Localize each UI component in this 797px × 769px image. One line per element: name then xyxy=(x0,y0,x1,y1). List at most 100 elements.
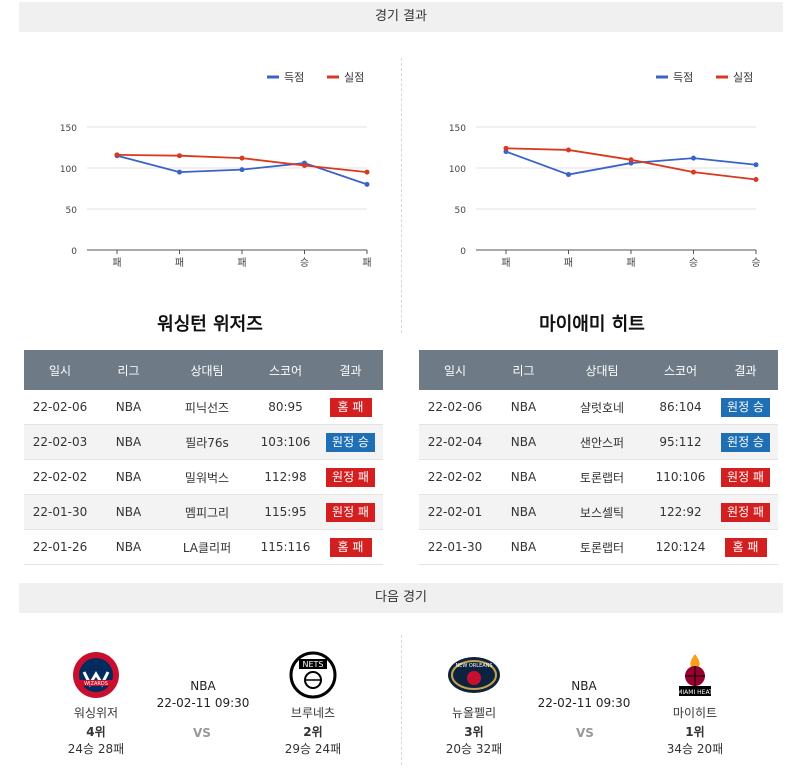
data-point xyxy=(691,155,696,161)
chart-divider xyxy=(401,58,402,333)
next-divider xyxy=(401,635,402,765)
opponent-cell: 보스셀틱 xyxy=(556,494,648,530)
x-tick-label: 승 xyxy=(689,257,698,269)
team-name: 마이히트 xyxy=(672,706,718,720)
result-badge: 홈 패 xyxy=(724,537,767,557)
svg-text:NETS: NETS xyxy=(302,660,323,669)
team-title-right: 마이애미 히트 xyxy=(539,314,645,335)
table-row: 22-02-02 NBA 토론랩터 110:106 원정 패 xyxy=(419,459,778,495)
opponent-cell: 피닉선즈 xyxy=(161,390,253,425)
next-game-1-away[interactable]: NETS 브루네츠 2위 29승 24패 xyxy=(263,650,363,757)
league-cell: NBA xyxy=(491,424,556,460)
result-badge: 원정 승 xyxy=(326,432,375,452)
score-cell: 110:106 xyxy=(648,459,713,495)
league-cell: NBA xyxy=(491,459,556,495)
svg-text:NEW ORLEANS: NEW ORLEANS xyxy=(455,663,492,669)
next-game-2-away[interactable]: MIAMI HEAT 마이히트 1위 34승 20패 xyxy=(645,650,745,757)
team-name: 워싱위저 xyxy=(73,706,119,720)
opponent-cell: LA클리퍼 xyxy=(161,529,253,565)
y-tick-label: 0 xyxy=(71,247,77,257)
result-badge: 원정 승 xyxy=(721,432,770,452)
result-badge: 원정 패 xyxy=(721,502,770,522)
col-header-result: 결과 xyxy=(713,350,778,390)
next-game-2-vs: VS xyxy=(576,726,594,740)
result-cell: 원정 승 xyxy=(713,424,778,460)
data-point xyxy=(566,147,571,153)
x-tick-label: 패 xyxy=(112,257,121,269)
next-game-2-datetime: 22-02-11 09:30 xyxy=(537,696,631,710)
league-cell: NBA xyxy=(491,494,556,530)
col-header-opponent: 상대팀 xyxy=(161,350,253,390)
league-cell: NBA xyxy=(96,529,161,565)
chart-right: 0 50 100 150 패 패 패 승 승 득점 실점 xyxy=(408,60,778,280)
results-title: 경기 결과 xyxy=(375,9,427,24)
wizards-logo: WIZARDS xyxy=(68,650,124,700)
league-cell: NBA xyxy=(96,424,161,460)
date-cell: 22-01-26 xyxy=(24,529,96,565)
next-game-1-vs: VS xyxy=(193,726,211,740)
team-rank: 2위 xyxy=(303,725,323,739)
data-point xyxy=(753,162,759,168)
next-game-1-home[interactable]: WIZARDS 워싱위저 4위 24승 28패 xyxy=(46,650,146,757)
next-game-2-home[interactable]: NEW ORLEANS 뉴올펠리 3위 20승 32패 xyxy=(424,650,524,757)
team-name: 브루네츠 xyxy=(290,706,336,720)
result-cell: 홈 패 xyxy=(713,529,778,565)
league-cell: NBA xyxy=(491,529,556,565)
x-tick-label: 패 xyxy=(362,257,371,269)
col-header-date: 일시 xyxy=(24,350,96,390)
result-badge: 원정 패 xyxy=(721,467,770,487)
x-tick-label: 패 xyxy=(626,257,635,269)
y-tick-label: 50 xyxy=(455,206,467,216)
nets-logo: NETS xyxy=(285,650,341,700)
data-point xyxy=(239,155,245,161)
result-cell: 원정 패 xyxy=(713,494,778,530)
legend-label: 득점 xyxy=(673,71,693,84)
date-cell: 22-02-03 xyxy=(24,424,96,460)
date-cell: 22-02-04 xyxy=(419,424,491,460)
results-table-left: 일시 리그 상대팀 스코어 결과 22-02-06 NBA 피닉선즈 80:95 홈 패… xyxy=(24,350,383,565)
results-table-right: 일시 리그 상대팀 스코어 결과 22-02-06 NBA 샬럿호네 86:104 원정… xyxy=(419,350,778,565)
table-header-row: 일시 리그 상대팀 스코어 결과 xyxy=(419,350,778,390)
score-cell: 122:92 xyxy=(648,494,713,530)
pelicans-logo: NEW ORLEANS xyxy=(446,650,502,700)
x-tick-label: 패 xyxy=(237,257,246,269)
x-tick-label: 승 xyxy=(751,257,760,269)
col-header-result: 결과 xyxy=(318,350,383,390)
opponent-cell: 샬럿호네 xyxy=(556,390,648,425)
team-record: 29승 24패 xyxy=(284,742,342,756)
date-cell: 22-01-30 xyxy=(419,529,491,565)
score-cell: 86:104 xyxy=(648,390,713,425)
team-rank: 1위 xyxy=(685,725,705,739)
score-cell: 115:116 xyxy=(253,529,318,565)
score-cell: 103:106 xyxy=(253,424,318,460)
result-badge: 원정 승 xyxy=(721,397,770,417)
result-badge: 원정 패 xyxy=(326,502,375,522)
league-cell: NBA xyxy=(491,390,556,425)
data-point xyxy=(566,172,571,178)
league-cell: NBA xyxy=(96,390,161,425)
table-header-row: 일시 리그 상대팀 스코어 결과 xyxy=(24,350,383,390)
data-point xyxy=(302,163,307,169)
score-cell: 80:95 xyxy=(253,390,318,425)
table-row: 22-02-01 NBA 보스셀틱 122:92 원정 패 xyxy=(419,494,778,530)
team-rank: 3위 xyxy=(464,725,484,739)
date-cell: 22-01-30 xyxy=(24,494,96,530)
date-cell: 22-02-02 xyxy=(24,459,96,495)
result-cell: 원정 승 xyxy=(318,424,383,460)
team-record: 34승 20패 xyxy=(666,742,724,756)
score-cell: 112:98 xyxy=(253,459,318,495)
data-point xyxy=(364,181,370,187)
y-tick-label: 150 xyxy=(449,124,466,134)
results-section-header: 경기 결과 xyxy=(19,2,783,32)
chart-right-svg: 0 50 100 150 패 패 패 승 승 득점 실점 xyxy=(449,71,761,269)
date-cell: 22-02-06 xyxy=(419,390,491,425)
team-name: 뉴올펠리 xyxy=(451,706,497,720)
x-tick-label: 패 xyxy=(175,257,184,269)
data-point xyxy=(364,169,370,175)
table-row: 22-02-04 NBA 샌안스퍼 95:112 원정 승 xyxy=(419,424,778,460)
opponent-cell: 토론랩터 xyxy=(556,459,648,495)
result-cell: 홈 패 xyxy=(318,529,383,565)
score-cell: 115:95 xyxy=(253,494,318,530)
y-tick-label: 150 xyxy=(60,124,77,134)
table-row: 22-02-03 NBA 필라76s 103:106 원정 승 xyxy=(24,424,383,460)
